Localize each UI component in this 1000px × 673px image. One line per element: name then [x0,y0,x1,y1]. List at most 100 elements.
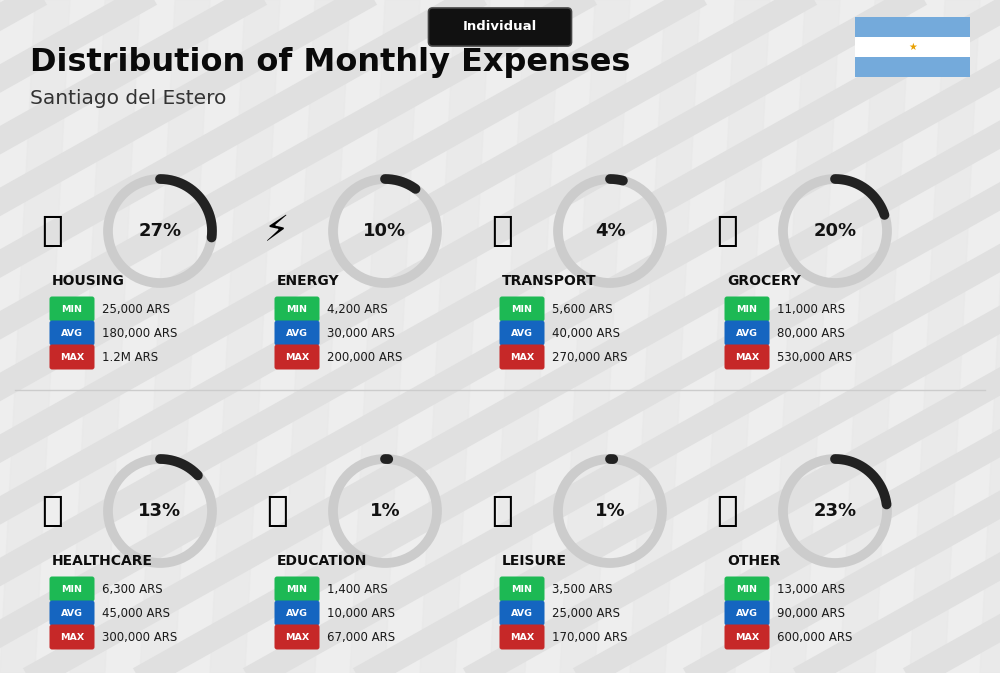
FancyBboxPatch shape [274,297,320,322]
FancyBboxPatch shape [724,600,770,625]
Text: MIN: MIN [512,584,532,594]
Text: 11,000 ARS: 11,000 ARS [777,302,845,316]
Text: 200,000 ARS: 200,000 ARS [327,351,402,363]
Text: MAX: MAX [510,633,534,641]
Text: 40,000 ARS: 40,000 ARS [552,326,620,339]
Text: 🚌: 🚌 [491,214,513,248]
FancyBboxPatch shape [499,345,544,369]
Text: HOUSING: HOUSING [52,274,125,288]
Text: Individual: Individual [463,20,537,34]
Text: AVG: AVG [61,608,83,618]
Text: 6,300 ARS: 6,300 ARS [102,583,163,596]
Text: 4,200 ARS: 4,200 ARS [327,302,388,316]
Text: 13,000 ARS: 13,000 ARS [777,583,845,596]
FancyBboxPatch shape [50,625,94,649]
FancyBboxPatch shape [724,297,770,322]
Text: 🛒: 🛒 [716,214,738,248]
Text: 67,000 ARS: 67,000 ARS [327,631,395,643]
Text: 30,000 ARS: 30,000 ARS [327,326,395,339]
Text: MIN: MIN [737,584,758,594]
Text: 🏥: 🏥 [41,494,63,528]
Text: 3,500 ARS: 3,500 ARS [552,583,612,596]
FancyBboxPatch shape [50,600,94,625]
Text: 180,000 ARS: 180,000 ARS [102,326,177,339]
Text: 530,000 ARS: 530,000 ARS [777,351,852,363]
Text: 🛍: 🛍 [491,494,513,528]
FancyBboxPatch shape [499,577,544,602]
Text: MAX: MAX [510,353,534,361]
Text: 80,000 ARS: 80,000 ARS [777,326,845,339]
Text: Santiago del Estero: Santiago del Estero [30,90,226,108]
FancyBboxPatch shape [428,8,572,46]
Text: MIN: MIN [62,584,82,594]
Text: MIN: MIN [287,304,308,314]
Text: MAX: MAX [285,353,309,361]
Text: TRANSPORT: TRANSPORT [502,274,597,288]
Text: AVG: AVG [511,608,533,618]
Text: EDUCATION: EDUCATION [277,554,367,568]
Text: LEISURE: LEISURE [502,554,567,568]
Text: AVG: AVG [736,608,758,618]
Text: 25,000 ARS: 25,000 ARS [102,302,170,316]
Text: 600,000 ARS: 600,000 ARS [777,631,852,643]
FancyBboxPatch shape [499,600,544,625]
Text: MAX: MAX [735,353,759,361]
Bar [855,37,970,57]
Text: GROCERY: GROCERY [727,274,801,288]
Text: MAX: MAX [285,633,309,641]
FancyBboxPatch shape [274,625,320,649]
FancyBboxPatch shape [499,320,544,345]
Text: MIN: MIN [62,304,82,314]
FancyBboxPatch shape [50,345,94,369]
Text: MIN: MIN [287,584,308,594]
Text: OTHER: OTHER [727,554,780,568]
FancyBboxPatch shape [274,345,320,369]
Text: 10,000 ARS: 10,000 ARS [327,606,395,620]
Text: 45,000 ARS: 45,000 ARS [102,606,170,620]
Text: MIN: MIN [737,304,758,314]
Text: MAX: MAX [60,633,84,641]
Text: 23%: 23% [813,502,857,520]
FancyBboxPatch shape [724,320,770,345]
FancyBboxPatch shape [274,320,320,345]
Text: AVG: AVG [511,328,533,337]
Text: HEALTHCARE: HEALTHCARE [52,554,153,568]
Text: 13%: 13% [138,502,182,520]
FancyBboxPatch shape [724,345,770,369]
FancyBboxPatch shape [499,297,544,322]
Text: 1.2M ARS: 1.2M ARS [102,351,158,363]
Text: ENERGY: ENERGY [277,274,340,288]
Text: 170,000 ARS: 170,000 ARS [552,631,628,643]
Text: 10%: 10% [363,222,407,240]
Bar [855,17,970,37]
Text: 1%: 1% [595,502,625,520]
Text: 25,000 ARS: 25,000 ARS [552,606,620,620]
Text: 300,000 ARS: 300,000 ARS [102,631,177,643]
FancyBboxPatch shape [724,577,770,602]
Text: 🏢: 🏢 [41,214,63,248]
Text: 1,400 ARS: 1,400 ARS [327,583,388,596]
Text: 💰: 💰 [716,494,738,528]
Text: ★: ★ [908,42,917,52]
Text: 🎓: 🎓 [266,494,288,528]
Text: 4%: 4% [595,222,625,240]
FancyBboxPatch shape [724,625,770,649]
FancyBboxPatch shape [274,600,320,625]
Text: MAX: MAX [735,633,759,641]
Text: Distribution of Monthly Expenses: Distribution of Monthly Expenses [30,48,630,79]
Text: 5,600 ARS: 5,600 ARS [552,302,613,316]
Text: ⚡: ⚡ [264,214,290,248]
Text: AVG: AVG [286,608,308,618]
Text: 27%: 27% [138,222,182,240]
FancyBboxPatch shape [499,625,544,649]
FancyBboxPatch shape [50,320,94,345]
Text: MAX: MAX [60,353,84,361]
FancyBboxPatch shape [274,577,320,602]
Text: MIN: MIN [512,304,532,314]
Bar [855,57,970,77]
Text: 1%: 1% [370,502,400,520]
Text: AVG: AVG [61,328,83,337]
Text: 270,000 ARS: 270,000 ARS [552,351,628,363]
Text: 20%: 20% [813,222,857,240]
FancyBboxPatch shape [50,577,94,602]
